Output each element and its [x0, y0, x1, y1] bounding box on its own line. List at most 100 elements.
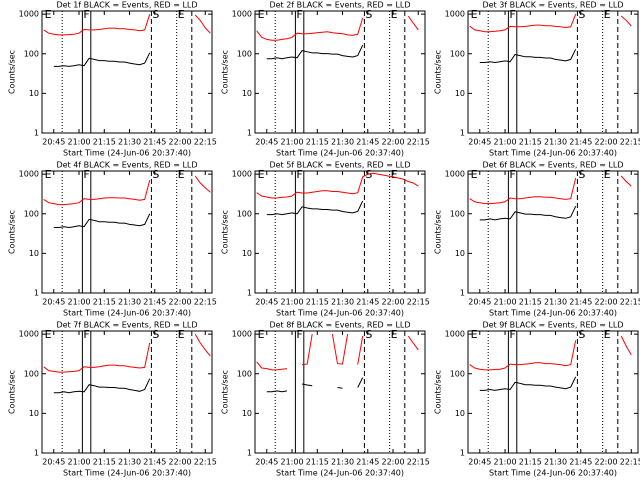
panel: Det 6f BLACK = Events, RED = LLD Start Ti…	[434, 161, 640, 318]
panel: Det 4f BLACK = Events, RED = LLD Start Ti…	[8, 161, 217, 318]
plot-frame	[41, 170, 213, 294]
y-tick-label: 1000	[445, 330, 465, 339]
x-axis-title: Start Time (24-Jun-06 20:37:40)	[63, 149, 191, 158]
x-tick-label: 21:30	[118, 138, 141, 147]
annotation: E	[604, 328, 611, 341]
x-tick-label: 22:15	[620, 458, 640, 467]
x-axis-title: Start Time (24-Jun-06 20:37:40)	[63, 469, 191, 478]
x-tick-label: 20:45	[468, 458, 491, 467]
annotation: E	[258, 168, 265, 181]
annotation: F	[83, 8, 89, 21]
x-tick-label: 22:00	[594, 458, 617, 467]
x-tick-label: 22:15	[407, 298, 430, 307]
x-tick-label: 22:15	[620, 138, 640, 147]
x-tick-label: 21:15	[519, 298, 542, 307]
annotation: F	[296, 168, 302, 181]
annotation: E	[258, 8, 265, 21]
y-axis-title: Counts/sec	[221, 210, 230, 254]
data-line	[469, 335, 632, 371]
annotation: E	[471, 8, 478, 21]
x-tick-label: 21:00	[67, 458, 90, 467]
x-tick-label: 21:00	[493, 138, 516, 147]
x-tick-label: 20:45	[468, 138, 491, 147]
y-tick-label: 100	[24, 209, 39, 218]
x-axis-title: Start Time (24-Jun-06 20:37:40)	[276, 469, 404, 478]
y-tick-label: 100	[450, 209, 465, 218]
x-tick-label: 21:45	[569, 298, 592, 307]
data-line	[469, 175, 632, 205]
x-tick-label: 21:15	[519, 138, 542, 147]
annotation: F	[83, 328, 89, 341]
y-tick-label: 100	[24, 49, 39, 58]
chart-title: Det 3f BLACK = Events, RED = LLD	[482, 1, 623, 10]
data-line	[266, 200, 364, 216]
annotation: F	[509, 8, 515, 21]
x-tick-label: 22:00	[168, 298, 191, 307]
x-tick-label: 21:15	[93, 298, 116, 307]
y-tick-label: 1	[247, 449, 252, 458]
data-line	[53, 52, 151, 67]
plot-frame	[467, 170, 639, 294]
x-tick-label: 20:45	[255, 298, 278, 307]
x-tick-label: 22:15	[194, 138, 217, 147]
y-tick-label: 1000	[232, 330, 252, 339]
annotation: S	[578, 8, 585, 21]
x-axis-title: Start Time (24-Jun-06 20:37:40)	[63, 309, 191, 318]
y-axis-title: Counts/sec	[434, 210, 443, 254]
chart-title: Det 7f BLACK = Events, RED = LLD	[56, 321, 197, 330]
plot-frame	[467, 10, 639, 134]
plot-frame	[41, 10, 213, 134]
y-tick-label: 100	[450, 369, 465, 378]
y-tick-label: 1	[460, 129, 465, 138]
plot-frame	[254, 330, 426, 454]
x-tick-label: 22:15	[194, 298, 217, 307]
x-axis-title: Start Time (24-Jun-06 20:37:40)	[276, 309, 404, 318]
y-tick-label: 10	[455, 89, 465, 98]
y-tick-label: 100	[237, 209, 252, 218]
x-tick-label: 21:15	[306, 138, 329, 147]
data-line	[266, 377, 364, 393]
y-tick-label: 1000	[445, 170, 465, 179]
plot-frame	[254, 170, 426, 294]
x-tick-label: 21:45	[143, 458, 166, 467]
x-tick-label: 21:15	[93, 458, 116, 467]
x-tick-label: 21:45	[356, 298, 379, 307]
x-tick-label: 21:00	[280, 458, 303, 467]
panel: Det 2f BLACK = Events, RED = LLD Start Ti…	[221, 1, 430, 158]
annotation: F	[83, 168, 89, 181]
panel: Det 5f BLACK = Events, RED = LLD Start Ti…	[221, 161, 430, 318]
annotation: F	[509, 328, 515, 341]
data-line	[256, 172, 419, 199]
annotation: S	[152, 168, 159, 181]
x-axis-title: Start Time (24-Jun-06 20:37:40)	[489, 149, 617, 158]
annotation: S	[365, 8, 372, 21]
x-tick-label: 22:00	[381, 458, 404, 467]
annotation: E	[178, 8, 185, 21]
annotation: E	[391, 328, 398, 341]
x-tick-label: 21:00	[493, 458, 516, 467]
x-tick-label: 21:45	[356, 138, 379, 147]
x-tick-label: 21:30	[118, 458, 141, 467]
x-tick-label: 22:00	[168, 138, 191, 147]
x-tick-label: 21:00	[493, 298, 516, 307]
data-line	[43, 333, 211, 373]
annotation: E	[604, 8, 611, 21]
annotation: S	[365, 168, 372, 181]
annotation: E	[45, 8, 52, 21]
y-axis-title: Counts/sec	[8, 210, 17, 254]
x-tick-label: 20:45	[255, 458, 278, 467]
data-line	[479, 205, 577, 221]
x-tick-label: 22:00	[381, 298, 404, 307]
y-tick-label: 10	[29, 409, 39, 418]
y-tick-label: 1	[460, 289, 465, 298]
x-tick-label: 21:30	[544, 458, 567, 467]
x-tick-label: 22:15	[407, 138, 430, 147]
x-axis-title: Start Time (24-Jun-06 20:37:40)	[276, 149, 404, 158]
x-tick-label: 21:00	[280, 298, 303, 307]
panel: Det 7f BLACK = Events, RED = LLD Start Ti…	[8, 321, 217, 478]
x-tick-label: 21:15	[306, 298, 329, 307]
y-tick-label: 1000	[19, 330, 39, 339]
x-tick-label: 21:00	[67, 138, 90, 147]
x-axis-title: Start Time (24-Jun-06 20:37:40)	[489, 469, 617, 478]
y-axis-title: Counts/sec	[8, 50, 17, 94]
